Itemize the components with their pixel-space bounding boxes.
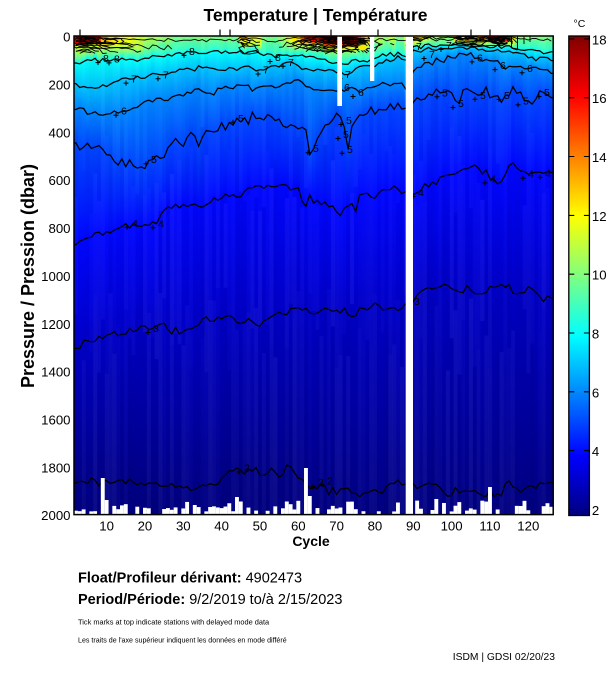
svg-text:Float/Profileur dérivant: 490: Float/Profileur dérivant: 4902473 xyxy=(78,571,302,587)
svg-text:7: 7 xyxy=(416,41,422,53)
svg-text:4: 4 xyxy=(592,444,599,459)
svg-text:2: 2 xyxy=(244,463,250,475)
svg-text:6: 6 xyxy=(500,60,506,72)
svg-text:Les traits de l'axe supérieur: Les traits de l'axe supérieur indiquent … xyxy=(78,637,287,645)
svg-text:2000: 2000 xyxy=(41,508,70,523)
svg-text:4: 4 xyxy=(490,173,496,185)
svg-text:8: 8 xyxy=(114,53,120,65)
svg-text:5: 5 xyxy=(347,144,353,156)
svg-text:600: 600 xyxy=(48,173,70,188)
svg-text:5: 5 xyxy=(313,143,319,155)
svg-text:200: 200 xyxy=(48,78,70,93)
svg-text:18: 18 xyxy=(592,32,607,47)
svg-text:1400: 1400 xyxy=(41,365,70,380)
svg-text:5: 5 xyxy=(480,90,486,102)
svg-text:5: 5 xyxy=(544,87,550,99)
svg-text:5: 5 xyxy=(523,95,529,107)
svg-text:6: 6 xyxy=(592,385,599,400)
svg-text:8: 8 xyxy=(103,53,109,65)
svg-text:10: 10 xyxy=(592,268,607,283)
svg-text:7: 7 xyxy=(131,74,137,86)
svg-text:20: 20 xyxy=(138,519,153,534)
svg-text:4: 4 xyxy=(418,187,424,199)
svg-text:Period/Période: 9/2/2019 to/: Period/Période: 9/2/2019 to/à 2/15/2023 xyxy=(78,592,342,608)
svg-text:ISDM | GDSI 02/20/23: ISDM | GDSI 02/20/23 xyxy=(453,652,556,663)
svg-text:5: 5 xyxy=(343,129,349,141)
svg-text:1000: 1000 xyxy=(41,269,70,284)
svg-text:90: 90 xyxy=(406,519,421,534)
svg-text:60: 60 xyxy=(291,519,306,534)
svg-text:1200: 1200 xyxy=(41,317,70,332)
svg-text:14: 14 xyxy=(592,150,607,165)
svg-text:7: 7 xyxy=(163,69,169,81)
svg-text:6: 6 xyxy=(527,63,533,75)
svg-text:1800: 1800 xyxy=(41,460,70,475)
svg-text:2: 2 xyxy=(327,475,333,487)
svg-text:400: 400 xyxy=(48,125,70,140)
svg-text:100: 100 xyxy=(441,519,463,534)
svg-text:6: 6 xyxy=(344,82,350,94)
svg-text:6: 6 xyxy=(358,87,364,99)
svg-text:°C: °C xyxy=(574,18,586,30)
svg-text:0: 0 xyxy=(63,30,70,45)
svg-text:5: 5 xyxy=(458,98,464,110)
svg-text:8: 8 xyxy=(275,52,281,64)
svg-text:5: 5 xyxy=(238,113,244,125)
svg-text:30: 30 xyxy=(176,519,191,534)
svg-text:110: 110 xyxy=(479,519,500,534)
svg-text:7: 7 xyxy=(446,40,452,52)
svg-text:80: 80 xyxy=(368,519,383,534)
svg-text:Temperature | Température: Temperature | Température xyxy=(203,5,427,25)
svg-text:70: 70 xyxy=(329,519,344,534)
svg-text:3: 3 xyxy=(153,323,159,335)
svg-text:4: 4 xyxy=(132,218,138,230)
svg-text:5: 5 xyxy=(442,87,448,99)
svg-text:10: 10 xyxy=(99,519,114,534)
svg-text:12: 12 xyxy=(592,209,607,224)
svg-text:7: 7 xyxy=(263,65,269,77)
svg-text:7: 7 xyxy=(345,69,351,81)
svg-text:5: 5 xyxy=(504,90,510,102)
svg-text:7: 7 xyxy=(288,57,294,69)
svg-text:Tick marks at top indicate sta: Tick marks at top indicate stations with… xyxy=(78,618,270,627)
svg-text:1600: 1600 xyxy=(41,413,70,428)
svg-text:Cycle: Cycle xyxy=(292,533,330,549)
svg-text:2: 2 xyxy=(318,477,324,489)
svg-text:7: 7 xyxy=(429,49,435,61)
svg-text:6: 6 xyxy=(477,52,483,64)
svg-text:40: 40 xyxy=(214,519,229,534)
svg-text:5: 5 xyxy=(151,154,157,166)
svg-text:5: 5 xyxy=(346,115,352,127)
svg-text:2: 2 xyxy=(592,503,599,518)
svg-text:4: 4 xyxy=(528,169,534,181)
svg-text:4: 4 xyxy=(545,168,551,180)
svg-text:50: 50 xyxy=(253,519,268,534)
svg-text:8: 8 xyxy=(592,327,599,342)
svg-text:4: 4 xyxy=(158,218,164,230)
svg-text:120: 120 xyxy=(517,519,539,534)
svg-text:3: 3 xyxy=(414,296,420,308)
svg-text:800: 800 xyxy=(48,221,70,236)
svg-text:8: 8 xyxy=(189,46,195,58)
svg-text:Pressure / Pression (dbar): Pressure / Pression (dbar) xyxy=(18,164,38,388)
svg-text:6: 6 xyxy=(121,106,127,118)
svg-text:16: 16 xyxy=(592,91,607,106)
